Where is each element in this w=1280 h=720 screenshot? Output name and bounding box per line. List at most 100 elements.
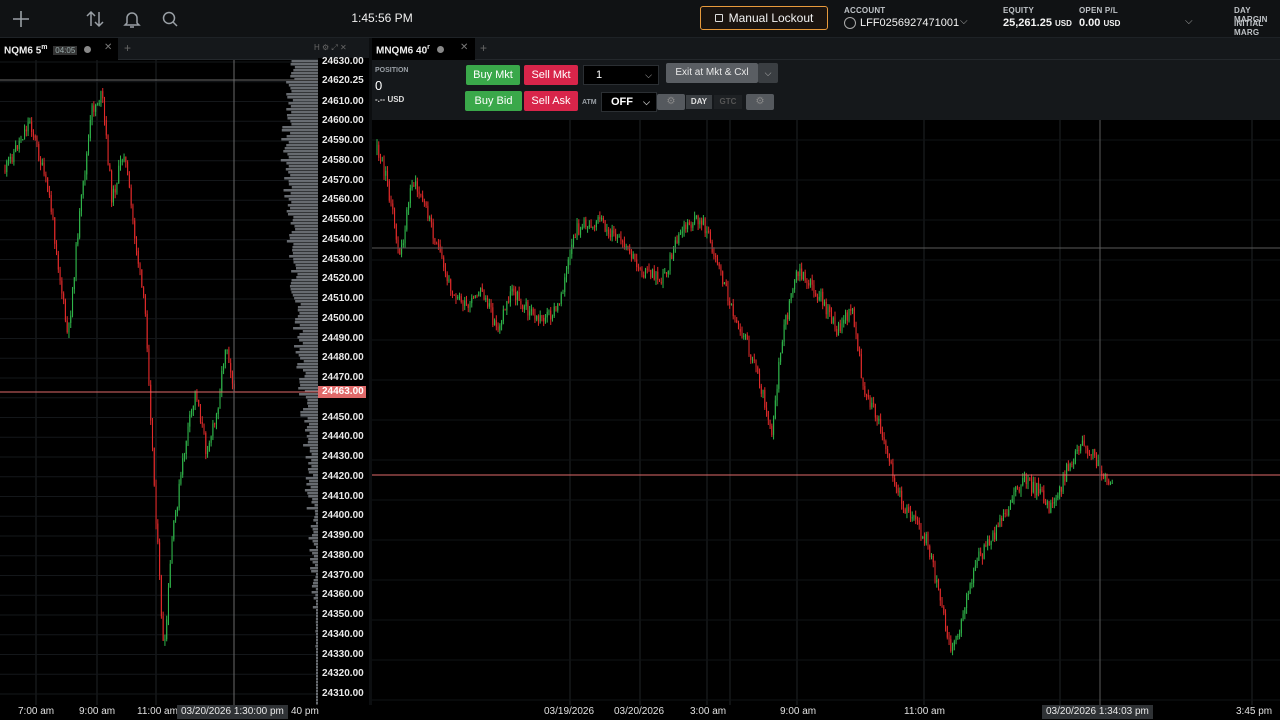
candle-body	[564, 277, 566, 293]
right-tabbar: MNQM6 40r ✕ +	[372, 38, 1280, 60]
profile-bar	[289, 237, 320, 240]
tab-nqm6[interactable]: NQM6 5m 04:05 ✕	[0, 38, 118, 60]
right-price-chart[interactable]	[372, 120, 1280, 705]
candle-body	[862, 377, 864, 387]
profile-bar	[291, 201, 320, 204]
bell-icon[interactable]	[121, 8, 143, 30]
quantity-select[interactable]: 1 ⌵	[583, 65, 659, 85]
gear-icon[interactable]: ⚙	[657, 94, 685, 110]
candle-body	[781, 341, 783, 354]
add-tab-icon[interactable]: +	[124, 41, 132, 55]
candle-body	[969, 583, 971, 594]
close-icon[interactable]: ✕	[104, 42, 113, 53]
candle-body	[878, 418, 880, 421]
tif-gtc-button[interactable]: GTC	[714, 95, 742, 109]
candle-body	[967, 593, 969, 595]
candle-body	[1038, 482, 1040, 494]
profile-bar	[286, 93, 320, 96]
candle-body	[31, 121, 33, 133]
chevron-down-icon[interactable]: ⌵	[1185, 16, 1193, 27]
manual-lockout-button[interactable]: Manual Lockout	[700, 6, 828, 30]
tab-mnqm6[interactable]: MNQM6 40r ✕	[372, 38, 475, 60]
profile-bar	[310, 567, 320, 570]
candle-body	[451, 291, 453, 295]
sell-market-button[interactable]: Sell Mkt	[524, 65, 578, 85]
chevron-down-icon[interactable]: ⌵	[960, 16, 968, 27]
candle-body	[397, 239, 399, 248]
sell-ask-button[interactable]: Sell Ask	[524, 91, 578, 111]
candle-body	[1008, 509, 1010, 516]
candle-body	[987, 539, 989, 546]
profile-bar	[304, 390, 320, 393]
search-icon[interactable]	[159, 8, 181, 30]
candle-body	[1052, 502, 1054, 504]
candle-body	[100, 91, 102, 103]
profile-bar	[285, 168, 320, 171]
left-price-chart[interactable]	[0, 60, 320, 705]
transfer-icon[interactable]	[84, 8, 106, 30]
candle-body	[160, 576, 162, 617]
y-tick: 24540.00	[322, 233, 364, 245]
candle-body	[16, 145, 18, 150]
candle-body	[723, 282, 725, 285]
candle-body	[483, 291, 485, 300]
candle-body	[1062, 473, 1064, 492]
candle-body	[585, 219, 587, 227]
profile-bar	[299, 378, 320, 381]
profile-bar	[307, 441, 320, 444]
add-tab-icon[interactable]: +	[480, 41, 488, 55]
candle-body	[11, 157, 13, 163]
tif-day-button[interactable]: DAY	[686, 95, 712, 109]
candle-body	[148, 348, 150, 385]
candle-body	[427, 205, 429, 219]
candle-body	[150, 384, 152, 421]
profile-bar	[294, 78, 320, 81]
account-value[interactable]: LFF0256927471001	[860, 17, 960, 29]
candle-body	[194, 392, 196, 406]
candle-body	[816, 296, 818, 301]
candle-body	[899, 490, 901, 493]
candle-body	[1032, 481, 1034, 493]
profile-bar	[288, 141, 320, 144]
open-pl-label: OPEN P/L	[1079, 6, 1118, 15]
candle-body	[729, 301, 731, 306]
y-tick: 24350.00	[322, 609, 364, 620]
candle-body	[176, 507, 178, 513]
profile-bar	[298, 387, 320, 390]
candle-body	[567, 259, 569, 270]
status-dot-icon	[84, 46, 92, 54]
window-controls-icon[interactable]: H ⚙ ⤢ ✕	[314, 43, 347, 52]
candle-body	[379, 157, 382, 162]
close-icon[interactable]: ✕	[460, 42, 469, 53]
profile-bar	[291, 270, 320, 273]
candle-body	[1097, 460, 1099, 467]
profile-bar	[298, 354, 320, 357]
profile-bar	[294, 225, 320, 228]
candle-body	[569, 253, 571, 260]
panel-divider[interactable]	[369, 38, 372, 720]
candle-body	[127, 162, 129, 176]
candle-body	[1004, 512, 1006, 514]
profile-bar	[305, 456, 320, 459]
candle-body	[785, 315, 787, 325]
plus-icon[interactable]	[10, 8, 32, 30]
candle-body	[857, 334, 859, 351]
buy-bid-button[interactable]: Buy Bid	[465, 91, 522, 111]
candle-body	[608, 229, 610, 235]
buy-market-button[interactable]: Buy Mkt	[466, 65, 520, 85]
atm-select[interactable]: OFF ⌵	[601, 92, 657, 112]
candle-body	[925, 533, 927, 544]
candle-body	[1057, 495, 1059, 498]
candle-body	[616, 237, 618, 239]
gear-icon[interactable]: ⚙	[746, 94, 774, 110]
exit-market-cancel-button[interactable]: Exit at Mkt & Cxl	[666, 63, 758, 83]
candle-body	[855, 326, 857, 335]
candle-body	[8, 158, 10, 161]
y-tick: 24330.00	[322, 648, 364, 660]
candle-body	[82, 180, 84, 196]
candle-body	[18, 140, 20, 150]
chevron-down-icon[interactable]: ⌵	[758, 63, 778, 83]
candle-body	[666, 272, 668, 275]
profile-bar	[309, 549, 320, 552]
profile-bar	[303, 360, 320, 363]
